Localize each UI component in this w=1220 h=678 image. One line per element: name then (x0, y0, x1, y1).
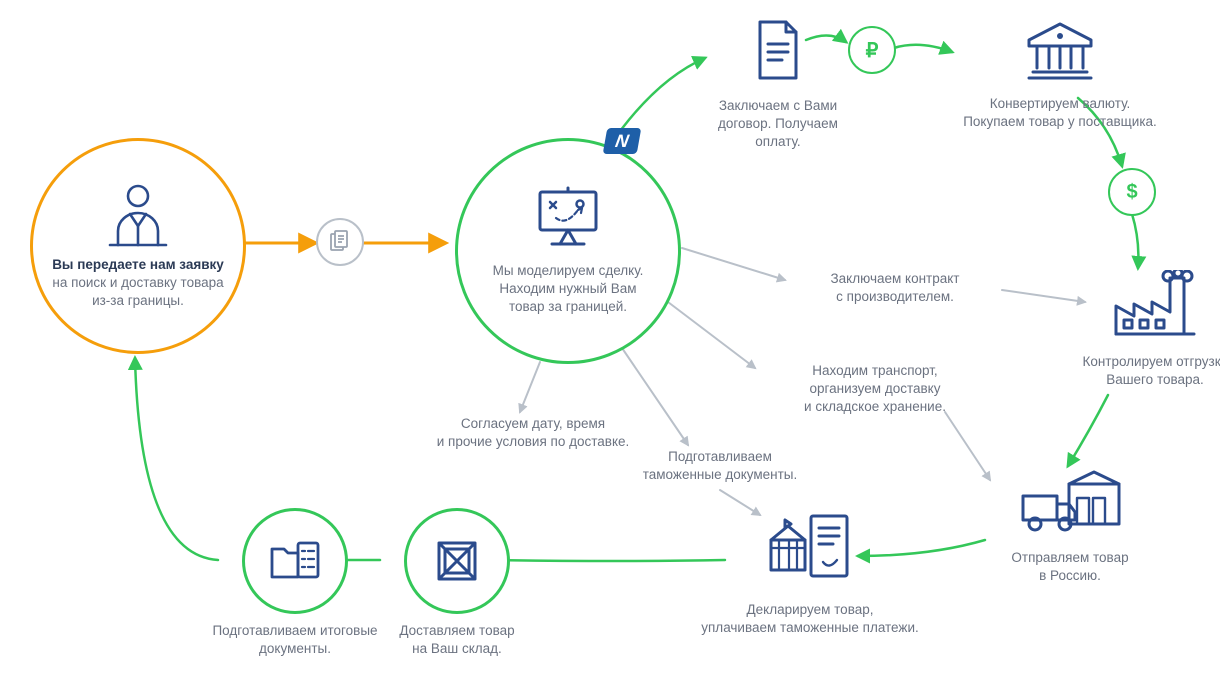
bank-icon (1021, 18, 1099, 82)
node-client: Вы передаете нам заявкуна поиск и достав… (30, 138, 246, 354)
truck-warehouse-icon (1015, 466, 1125, 536)
node-factory: Контролируем отгрузкуВашего товара. (1070, 270, 1220, 389)
doc-pass-badge (316, 218, 364, 266)
client-circle: Вы передаете нам заявкуна поиск и достав… (30, 138, 246, 354)
node-transport: Находим транспорт,организуем доставкуи с… (760, 362, 990, 417)
node-customs: Подготавливаемтаможенные документы. (605, 448, 835, 484)
node-bank: Конвертируем валюту.Покупаем товар у пос… (950, 18, 1170, 131)
deliver-label: Доставляем товарна Ваш склад. (382, 622, 532, 658)
bank-label: Конвертируем валюту.Покупаем товар у пос… (950, 95, 1170, 131)
dateterms-label: Согласуем дату, времяи прочие условия по… (398, 415, 668, 451)
node-dateterms: Согласуем дату, времяи прочие условия по… (398, 415, 668, 451)
ship-ru-label: Отправляем товарв Россию. (980, 549, 1160, 585)
manufacturer-label: Заключаем контрактс производителем. (790, 270, 1000, 306)
node-finaldocs: Подготавливаем итоговыедокументы. (210, 508, 380, 658)
n-logo-badge: N (603, 128, 642, 154)
factory-label: Контролируем отгрузкуВашего товара. (1070, 353, 1220, 389)
node-declare: Декларируем товар,уплачиваем таможенные … (680, 510, 940, 637)
model-label: Мы моделируем сделку.Находим нужный Вамт… (473, 262, 664, 317)
document-icon (748, 18, 808, 84)
customs-label: Подготавливаемтаможенные документы. (605, 448, 835, 484)
folder-checklist-icon (268, 539, 322, 583)
contract-label: Заключаем с Вамидоговор. Получаемоплату. (698, 97, 858, 152)
client-label: Вы передаете нам заявкуна поиск и достав… (38, 256, 238, 311)
customs-declaration-icon (765, 510, 855, 588)
finaldocs-circle (242, 508, 348, 614)
crate-icon (433, 537, 481, 585)
strategy-board-icon (532, 186, 604, 248)
finaldocs-label: Подготавливаем итоговыедокументы. (210, 622, 380, 658)
model-circle: Мы моделируем сделку.Находим нужный Вамт… (455, 138, 681, 364)
node-model: Мы моделируем сделку.Находим нужный Вамт… (455, 138, 681, 364)
node-deliver: Доставляем товарна Ваш склад. (382, 508, 532, 658)
dollar-badge: $ (1108, 168, 1156, 216)
factory-icon (1110, 270, 1200, 340)
deliver-circle (404, 508, 510, 614)
node-manufacturer: Заключаем контрактс производителем. (790, 270, 1000, 306)
declare-label: Декларируем товар,уплачиваем таможенные … (680, 601, 940, 637)
person-icon (104, 182, 172, 248)
node-contract: Заключаем с Вамидоговор. Получаемоплату. (698, 18, 858, 152)
documents-icon (329, 230, 351, 254)
node-ship-ru: Отправляем товарв Россию. (980, 466, 1160, 585)
transport-label: Находим транспорт,организуем доставкуи с… (760, 362, 990, 417)
